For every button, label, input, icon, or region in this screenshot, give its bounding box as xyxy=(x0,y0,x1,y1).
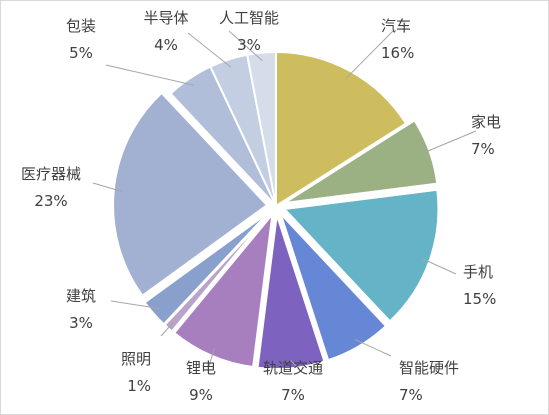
leader-line-4 xyxy=(354,338,392,357)
slice-label-3: 手机 xyxy=(463,263,493,281)
pie-slice-3 xyxy=(282,188,440,323)
leader-line-6 xyxy=(208,348,215,367)
slice-label-8: 建筑 xyxy=(66,287,96,305)
slice-value-11: 4% xyxy=(154,36,178,54)
slice-value-3: 15% xyxy=(463,290,496,308)
pie-slice-1 xyxy=(275,50,408,208)
slice-label-6: 锂电 xyxy=(186,359,216,377)
pie-slice-8 xyxy=(143,211,270,326)
slice-label-1: 汽车 xyxy=(381,17,411,35)
leader-line-3 xyxy=(421,258,457,275)
slice-labels: 汽车 16% 家电 7% 手机 15% 智能硬件 7% 轨道交通 7% 锂电 9% 照明 1% 建筑 3% 医疗… xyxy=(21,9,501,404)
leader-line-2 xyxy=(421,130,477,154)
slice-value-9: 23% xyxy=(34,192,67,210)
slice-value-4: 7% xyxy=(399,386,423,404)
slice-value-8: 3% xyxy=(69,314,93,332)
pie-slice-12 xyxy=(245,50,277,207)
slice-label-11: 半导体 xyxy=(143,9,188,27)
slice-label-5: 轨道交通 xyxy=(263,359,323,377)
pie-slice-5 xyxy=(256,214,326,370)
slice-value-6: 9% xyxy=(189,386,213,404)
leader-line-8 xyxy=(110,300,160,309)
slice-value-5: 7% xyxy=(281,386,305,404)
pie-slice-9 xyxy=(112,91,269,298)
slice-label-9: 医疗器械 xyxy=(21,165,81,183)
leader-line-12 xyxy=(228,30,263,62)
leader-line-10 xyxy=(105,64,195,86)
slice-label-10: 包装 xyxy=(66,17,96,35)
pie-slice-4 xyxy=(279,213,388,362)
slice-value-7: 1% xyxy=(127,377,151,395)
leader-line-11 xyxy=(187,32,232,68)
slice-value-2: 7% xyxy=(471,140,495,158)
leader-lines xyxy=(92,30,477,372)
leader-line-1 xyxy=(345,30,394,79)
slice-value-10: 5% xyxy=(69,44,93,62)
pie-slices xyxy=(112,50,440,370)
slice-value-12: 3% xyxy=(237,36,261,54)
slice-label-7: 照明 xyxy=(121,350,151,368)
leader-line-7 xyxy=(160,321,174,337)
slice-label-4: 智能硬件 xyxy=(399,359,459,377)
slice-label-12: 人工智能 xyxy=(219,9,279,27)
pie-slice-6 xyxy=(172,210,274,369)
slice-label-2: 家电 xyxy=(471,113,501,131)
leader-line-5 xyxy=(290,359,302,372)
slice-value-1: 16% xyxy=(381,44,414,62)
leader-line-9 xyxy=(92,182,122,192)
